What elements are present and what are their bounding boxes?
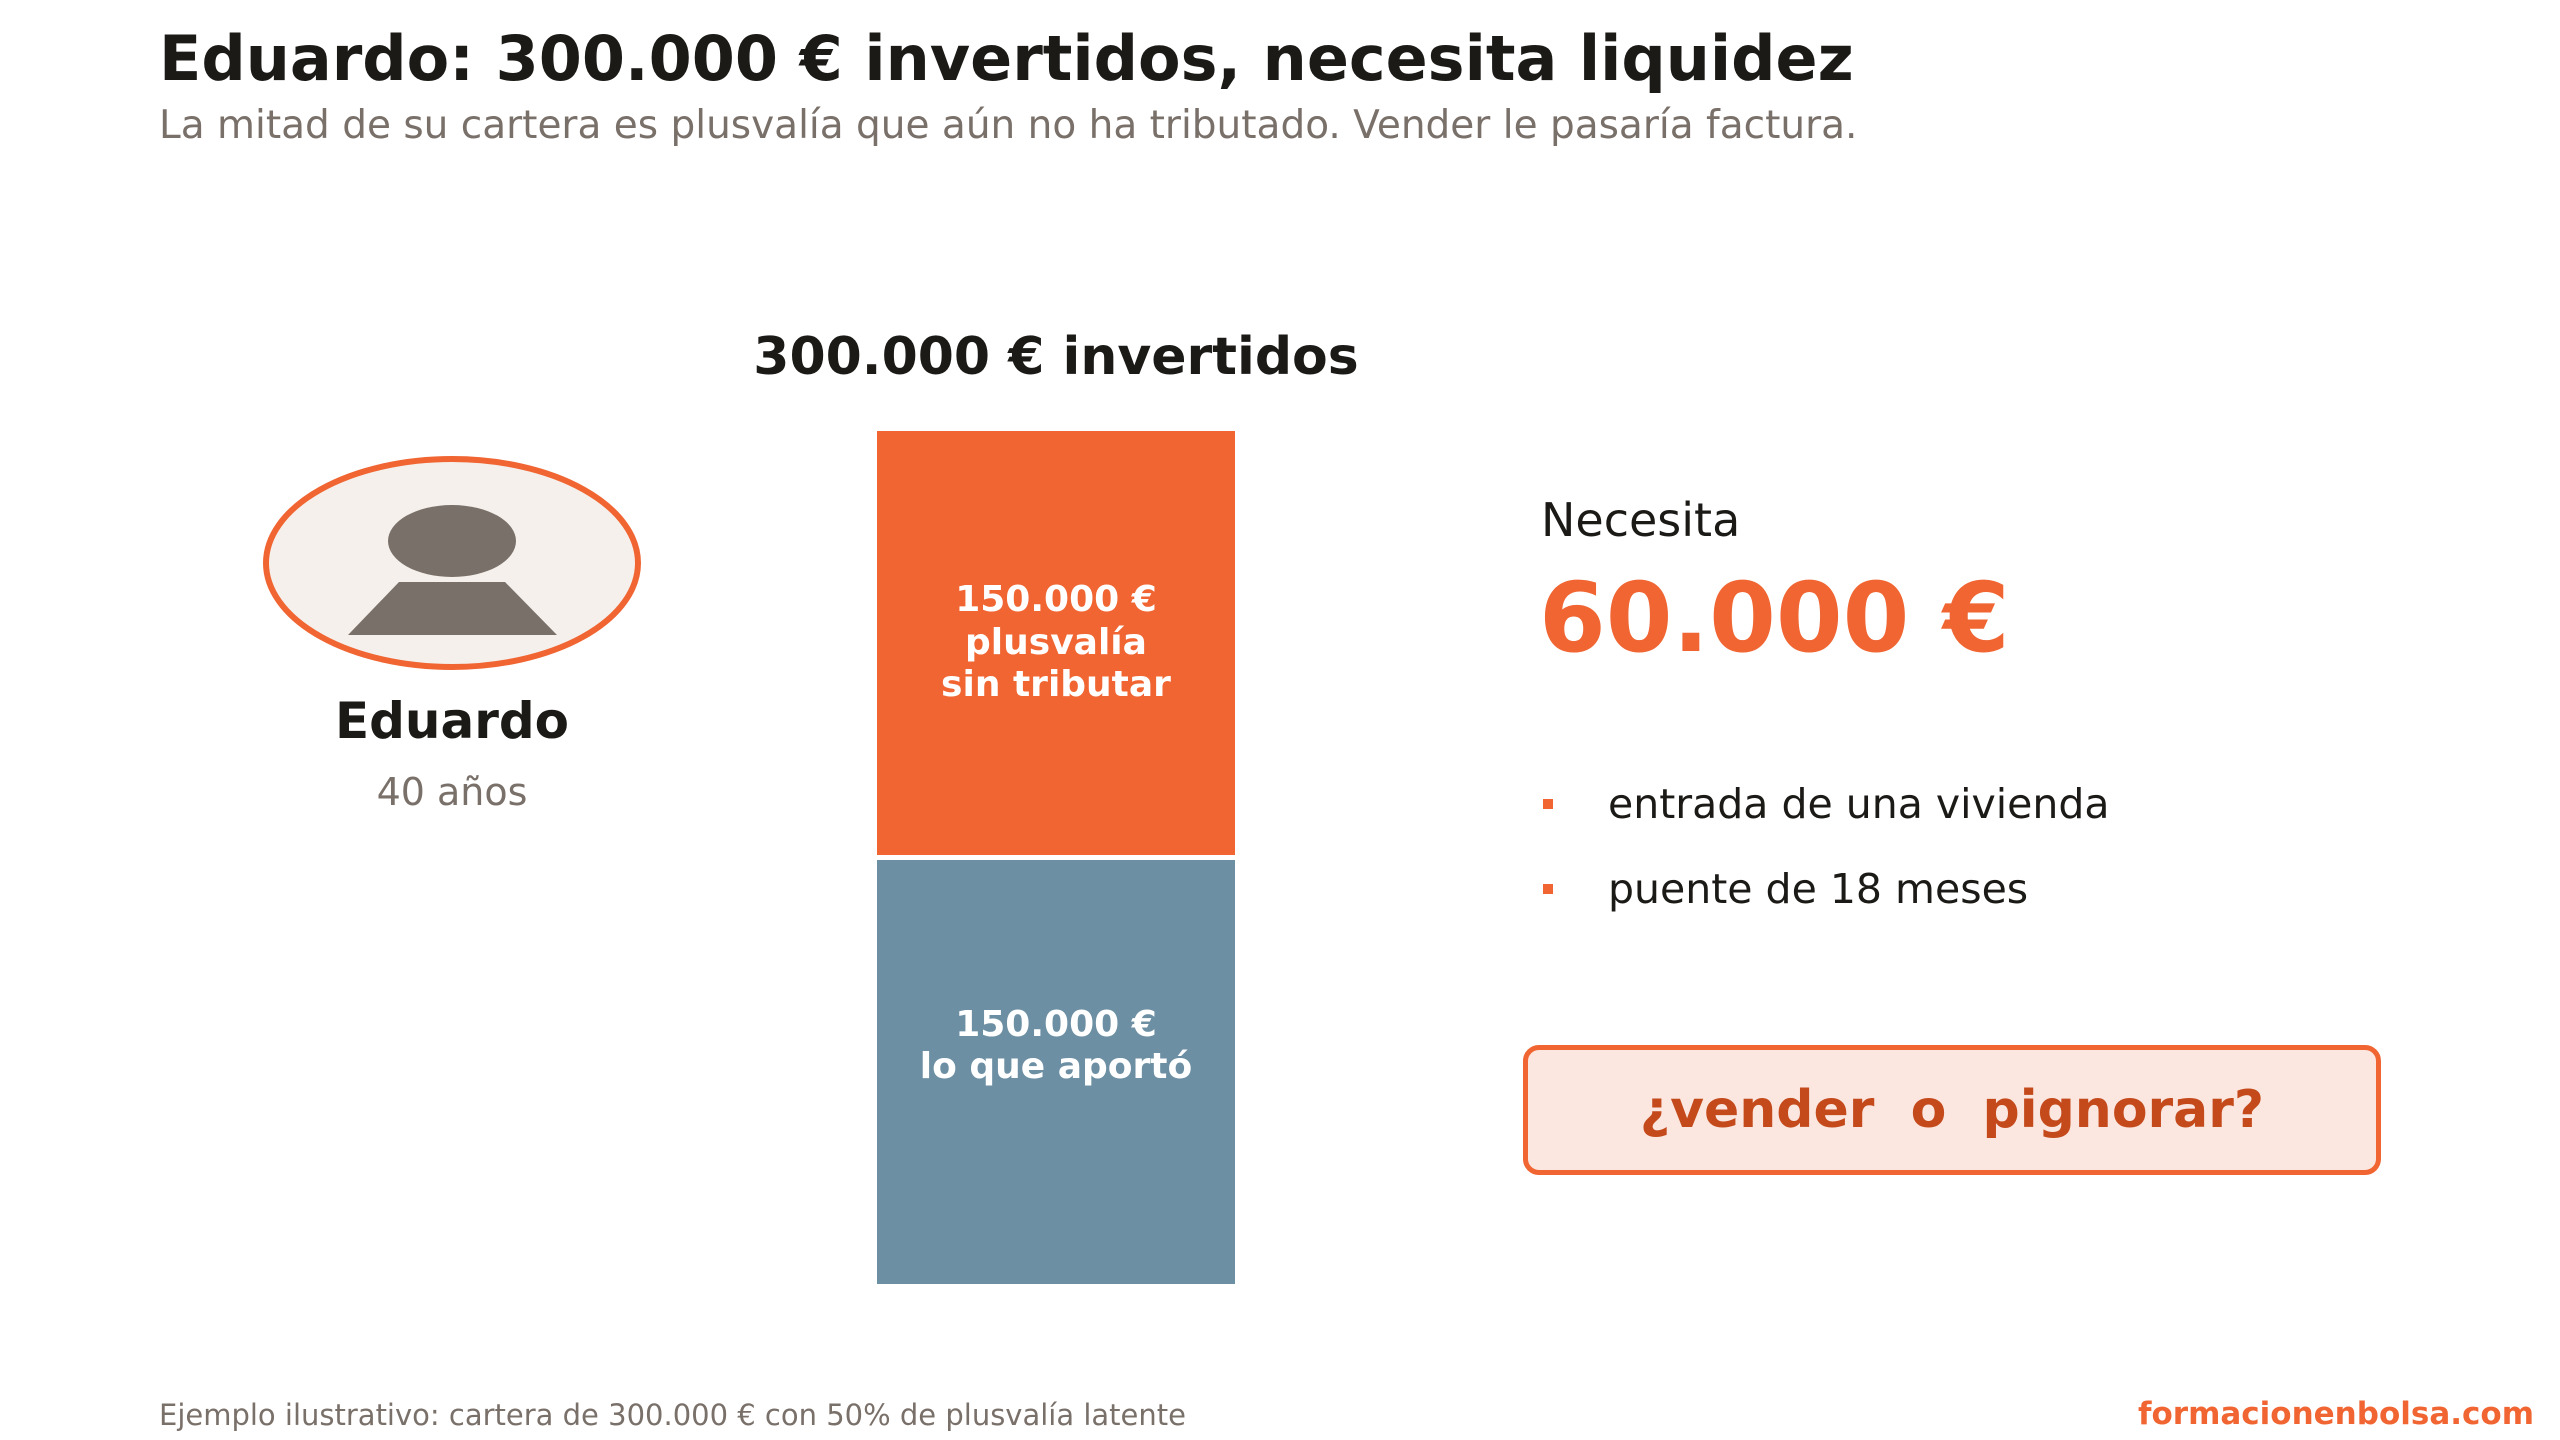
footnote: Ejemplo ilustrativo: cartera de 300.000 …	[159, 1398, 1186, 1432]
segment-amount: 150.000 €	[955, 1003, 1157, 1045]
person-name: Eduardo	[334, 692, 570, 750]
portfolio-title: 300.000 € invertidos	[753, 327, 1359, 387]
decision-callout: ¿vender o pignorar?	[1523, 1045, 2381, 1175]
reason-item: puente de 18 meses	[1543, 865, 2028, 913]
bullet-icon	[1543, 799, 1553, 809]
reason-item: entrada de una vivienda	[1543, 780, 2110, 828]
need-label: Necesita	[1541, 493, 1741, 547]
segment-contributed: 150.000 € lo que aportó	[877, 860, 1235, 1284]
person-icon	[263, 456, 641, 670]
segment-unrealized-gain: 150.000 € plusvalía sin tributar	[877, 431, 1235, 855]
need-amount: 60.000 €	[1539, 562, 2010, 674]
person-age: 40 años	[376, 770, 528, 814]
page-title: Eduardo: 300.000 € invertidos, necesita …	[159, 22, 1854, 95]
bullet-icon	[1543, 884, 1553, 894]
segment-label: plusvalía	[965, 621, 1147, 663]
reason-text: puente de 18 meses	[1608, 865, 2029, 913]
segment-amount: 150.000 €	[955, 579, 1157, 621]
page-subtitle: La mitad de su cartera es plusvalía que …	[159, 103, 1858, 148]
segment-label: lo que aportó	[919, 1046, 1193, 1087]
reason-text: entrada de una vivienda	[1608, 780, 2110, 828]
segment-label: sin tributar	[941, 664, 1171, 706]
brand-link[interactable]: formacionenbolsa.com	[2138, 1396, 2534, 1432]
